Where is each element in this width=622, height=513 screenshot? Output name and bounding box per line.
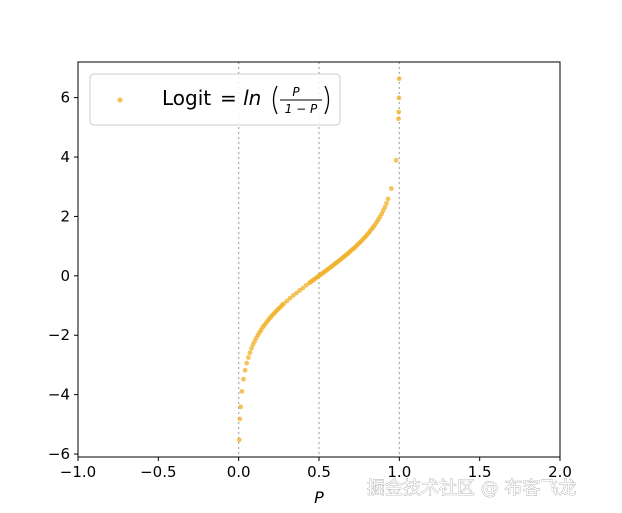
vertical-reference-lines <box>238 62 400 457</box>
x-axis-label: P <box>314 488 324 507</box>
scatter-point-0-89 <box>396 116 401 122</box>
scatter-point-0-86 <box>385 196 391 202</box>
scatter-point-0-31 <box>287 295 293 301</box>
scatter-point-0-1 <box>237 416 243 422</box>
scatter-point-0-5 <box>242 367 248 373</box>
scatter-point-0-87 <box>388 186 394 191</box>
scatter-point-0-88 <box>393 157 399 163</box>
y-tick-label-1: −4 <box>48 386 70 404</box>
scatter-point-0-0 <box>236 437 242 443</box>
x-axis-ticks: −1.0 −0.5 0.0 0.5 1.0 1.5 2.0 <box>60 457 572 481</box>
legend-formula-numerator: P <box>292 85 300 99</box>
legend: Logit = ln P 1 − P <box>89 73 341 126</box>
scatter-point-0-9 <box>249 345 254 351</box>
y-tick-label-0: −6 <box>48 445 70 463</box>
legend-marker <box>117 97 123 103</box>
x-tick-label-0: −1.0 <box>60 463 96 481</box>
scatter-points <box>236 76 402 443</box>
legend-left-paren <box>272 85 278 115</box>
x-tick-label-1: −0.5 <box>140 463 176 481</box>
legend-right-paren <box>324 85 330 115</box>
watermark-text: 掘金技术社区 @ 布客飞龙 <box>367 478 576 499</box>
y-tick-label-3: 0 <box>60 267 70 285</box>
scatter-point-0-85 <box>384 200 389 206</box>
legend-box <box>89 73 341 126</box>
y-axis-ticks: −6 −4 −2 0 2 4 6 <box>48 89 78 463</box>
x-tick-label-5: 1.5 <box>468 463 492 481</box>
scatter-point-0-6 <box>244 360 250 366</box>
scatter-point-0-33 <box>294 290 299 296</box>
y-tick-label-5: 4 <box>60 148 70 166</box>
legend-formula-denominator: 1 − P <box>285 102 318 116</box>
y-tick-label-6: 6 <box>60 89 70 107</box>
scatter-point-0-84 <box>382 204 388 210</box>
y-tick-label-4: 2 <box>60 207 70 225</box>
scatter-point-0-3 <box>239 388 245 394</box>
scatter-point-0-4 <box>241 376 246 382</box>
legend-label: Logit <box>162 86 211 110</box>
x-tick-label-6: 2.0 <box>548 463 572 481</box>
x-tick-label-4: 1.0 <box>387 463 411 481</box>
scatter-point-0-2 <box>238 404 243 410</box>
x-tick-label-3: 0.5 <box>307 463 331 481</box>
scatter-point-0-91 <box>396 95 402 101</box>
y-tick-label-2: −2 <box>48 326 70 344</box>
scatter-point-0-90 <box>396 109 402 115</box>
legend-formula-prefix: = ln <box>220 86 261 110</box>
scatter-point-0-7 <box>245 355 251 360</box>
x-tick-label-2: 0.0 <box>227 463 251 481</box>
scatter-point-0-35 <box>300 285 306 291</box>
scatter-point-0-30 <box>284 298 290 304</box>
scatter-point-0-8 <box>247 350 253 356</box>
scatter-point-0-92 <box>396 76 402 82</box>
scatter-point-0-29 <box>281 301 287 307</box>
